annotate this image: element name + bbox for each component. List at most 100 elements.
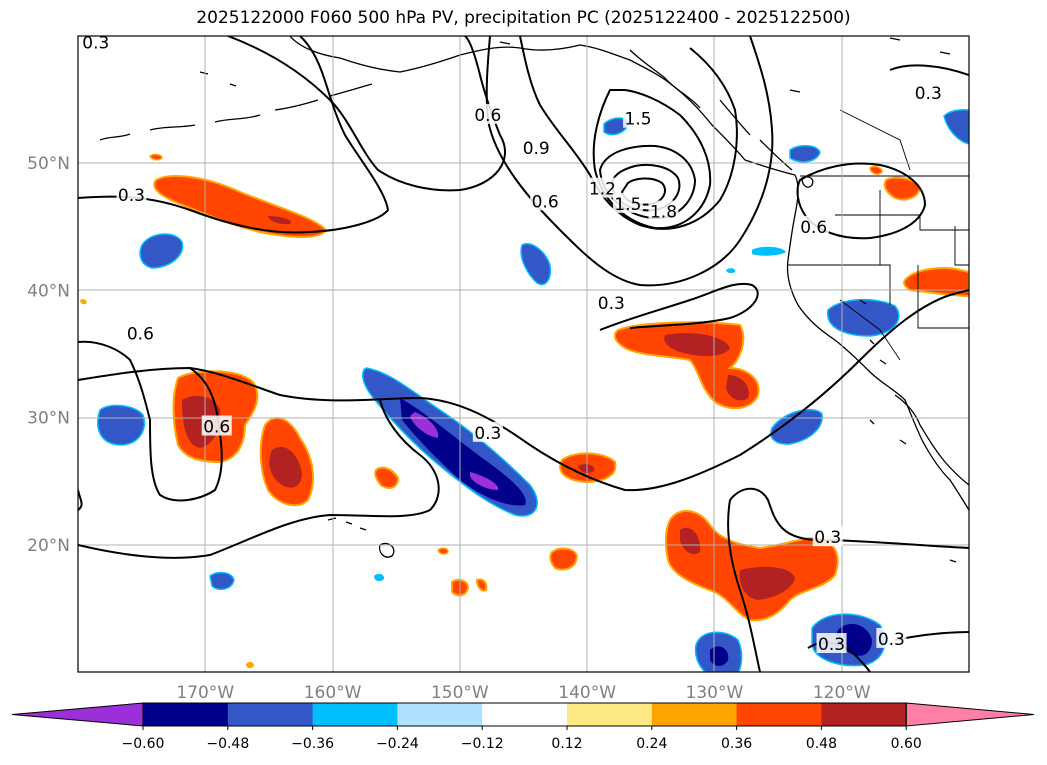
lon-tick-label: 170°W bbox=[176, 683, 234, 703]
precip-blob-small-cyan2 bbox=[374, 573, 385, 582]
contour-label-bg bbox=[623, 107, 654, 128]
lon-tick-label: 140°W bbox=[558, 683, 616, 703]
colorbar-tick-label: 0.36 bbox=[721, 736, 752, 752]
colorbar-extend-low bbox=[11, 702, 144, 727]
precip-blob-small-cyan1 bbox=[752, 246, 786, 256]
colorbar-tick-label: −0.12 bbox=[461, 736, 504, 752]
contour-label-bg bbox=[530, 190, 561, 211]
colorbar-tick-label: 0.24 bbox=[636, 736, 667, 752]
contour-label-bg bbox=[472, 103, 503, 124]
axis-labels: 20°N 30°N 40°N 50°N 170°W 160°W 150°W 140°W 130°… bbox=[27, 154, 871, 703]
lat-tick-label: 40°N bbox=[27, 281, 70, 301]
contour-label-bg bbox=[812, 526, 843, 547]
contour-label: 1.8 bbox=[650, 203, 677, 223]
colorbar-segment bbox=[482, 703, 568, 726]
contour-line bbox=[227, 36, 506, 192]
contour-label: 1.2 bbox=[589, 180, 616, 200]
precip-pos-s1 bbox=[664, 510, 839, 622]
pv-contours bbox=[78, 36, 969, 672]
colorbar-segment bbox=[821, 703, 907, 726]
colorbar-segment bbox=[736, 703, 822, 726]
contour-label: 0.6 bbox=[800, 218, 827, 238]
contour-label: 0.9 bbox=[523, 139, 550, 159]
contour-label: 0.6 bbox=[474, 106, 501, 126]
contour-line bbox=[889, 64, 969, 76]
colorbar-segment bbox=[397, 703, 483, 726]
lat-tick-label: 30°N bbox=[27, 409, 70, 429]
precip-blob-w2 bbox=[97, 404, 146, 446]
lat-tick-label: 20°N bbox=[27, 536, 70, 556]
precip-blob-w3 bbox=[209, 571, 235, 591]
contour-line bbox=[519, 36, 738, 230]
contour-label-bg bbox=[201, 415, 232, 436]
contour-line bbox=[796, 162, 927, 240]
contour-line bbox=[727, 499, 761, 672]
colorbar: −0.60 −0.48 −0.36 −0.24 −0.12 0.12 0.24 0.36 0.4… bbox=[11, 702, 1035, 752]
contour-label-bg bbox=[472, 421, 503, 442]
contour-label: 1.5 bbox=[625, 110, 652, 130]
colorbar-segment bbox=[227, 703, 314, 726]
precip-blob-n3 bbox=[789, 145, 821, 163]
colorbar-tick-label: 0.48 bbox=[806, 736, 837, 752]
contour-line bbox=[78, 399, 440, 559]
lat-tick-label: 50°N bbox=[27, 154, 70, 174]
precip-negative-regions bbox=[97, 109, 969, 672]
contour-label: 0.3 bbox=[474, 424, 501, 444]
political-borders bbox=[788, 109, 969, 361]
contour-label-bg bbox=[125, 322, 156, 343]
colorbar-tick-label: 0.12 bbox=[551, 736, 582, 752]
lon-tick-label: 150°W bbox=[431, 683, 489, 703]
contour-label-bg bbox=[876, 627, 907, 648]
precip-pos-s2 bbox=[549, 547, 579, 571]
contour-label: 0.6 bbox=[127, 325, 154, 345]
contour-line bbox=[599, 282, 759, 331]
contour-line bbox=[592, 89, 712, 230]
contour-label: 0.3 bbox=[82, 33, 109, 53]
contour-label: 0.3 bbox=[598, 294, 625, 314]
lon-tick-label: 160°W bbox=[304, 683, 362, 703]
contour-label-bg bbox=[116, 184, 147, 204]
contour-label-bg bbox=[798, 215, 829, 236]
plot-frame bbox=[77, 35, 970, 673]
plot-area[interactable]: 0.30.30.6 1.50.91.21.5 1.80.3 0.60.60.30.60… bbox=[78, 31, 969, 672]
contour-label-bg bbox=[596, 292, 627, 313]
contour-label: 0.3 bbox=[915, 84, 942, 104]
colorbar-frame bbox=[142, 702, 907, 727]
contour-label: 0.3 bbox=[878, 630, 905, 650]
colorbar-tick-label: −0.60 bbox=[122, 736, 165, 752]
coast-north-america bbox=[786, 174, 969, 511]
precip-blob-n1 bbox=[520, 243, 552, 286]
colorbar-segment bbox=[567, 703, 653, 726]
contour-label: 0.3 bbox=[814, 528, 841, 548]
lon-tick-label: 130°W bbox=[686, 683, 744, 703]
colorbar-segment bbox=[312, 703, 398, 726]
coast-hawaii bbox=[327, 517, 395, 558]
colorbar-segment bbox=[143, 703, 229, 726]
colorbar-tick-label: −0.36 bbox=[291, 736, 334, 752]
colorbar-tick-label: 0.60 bbox=[891, 736, 922, 752]
contour-label-bg bbox=[80, 36, 111, 52]
precip-pos-s4 bbox=[374, 466, 400, 489]
coastlines bbox=[99, 36, 969, 563]
contour-label: 0.3 bbox=[818, 635, 845, 655]
colorbar-extend-high bbox=[905, 702, 1035, 727]
precip-blob-w1 bbox=[139, 233, 184, 269]
map-title: 2025122000 F060 500 hPa PV, precipitatio… bbox=[196, 8, 851, 28]
coast-alaska bbox=[289, 36, 796, 176]
contour-label-bg bbox=[913, 82, 944, 103]
contour-label-bg bbox=[587, 177, 618, 198]
contour-labels: 0.30.30.6 1.50.91.21.5 1.80.3 0.60.60.30.60… bbox=[80, 33, 944, 655]
contour-label-bg bbox=[521, 136, 552, 157]
contour-line bbox=[78, 289, 969, 492]
colorbar-tick-label: −0.24 bbox=[376, 736, 419, 752]
precip-blob-ne bbox=[943, 109, 969, 145]
contour-line bbox=[78, 36, 390, 234]
contour-label-bg bbox=[612, 192, 643, 213]
colorbar-segment bbox=[651, 703, 738, 726]
contour-label: 1.5 bbox=[614, 195, 641, 215]
contour-line bbox=[729, 487, 969, 549]
contour-label-bg bbox=[648, 200, 679, 221]
contour-label: 0.6 bbox=[203, 418, 230, 438]
colorbar-segments bbox=[11, 702, 1035, 727]
